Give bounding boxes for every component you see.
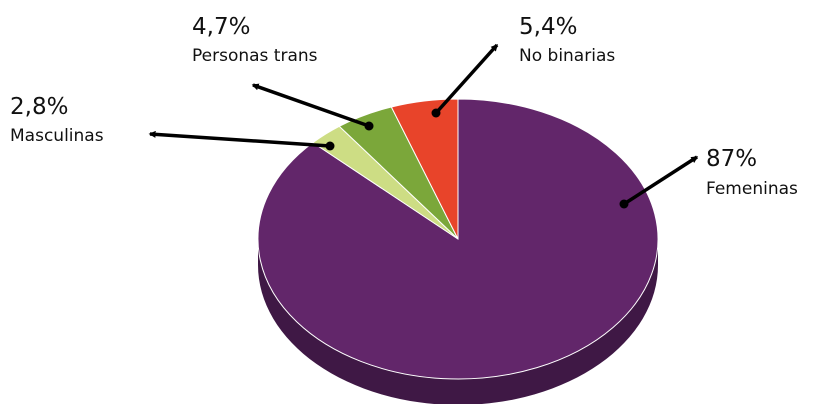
annotation-no-binarias: 5,4% No binarias (431, 14, 615, 118)
masculinas-dot (325, 141, 335, 151)
no-binarias-arrow (434, 43, 499, 115)
no-binarias-name-label: No binarias (519, 46, 615, 66)
personas-trans-value-label: 4,7% (192, 14, 250, 40)
annotation-femeninas: 87% Femeninas (619, 146, 798, 209)
femeninas-dot (619, 199, 629, 209)
masculinas-name-label: Masculinas (10, 126, 104, 146)
no-binarias-dot (431, 108, 441, 118)
slice-annotations: 87% Femeninas 2,8% Masculinas 4,7% Perso… (10, 14, 798, 209)
slice-femeninas (257, 98, 659, 380)
masculinas-value-label: 2,8% (10, 94, 68, 120)
annotation-masculinas: 2,8% Masculinas (10, 94, 335, 151)
femeninas-value-label: 87% (706, 146, 757, 172)
masculinas-arrow (148, 130, 331, 148)
personas-trans-name-label: Personas trans (192, 46, 318, 66)
femeninas-arrow (623, 155, 699, 206)
annotation-personas-trans: 4,7% Personas trans (192, 14, 374, 131)
pie-slices (257, 98, 659, 380)
pie-sides (258, 239, 658, 404)
personas-trans-dot (364, 121, 374, 131)
slice-no-binarias (390, 98, 459, 240)
femeninas-name-label: Femeninas (706, 179, 798, 199)
slice-side-femeninas (258, 239, 658, 404)
personas-trans-arrow (251, 83, 370, 128)
no-binarias-value-label: 5,4% (519, 14, 577, 40)
